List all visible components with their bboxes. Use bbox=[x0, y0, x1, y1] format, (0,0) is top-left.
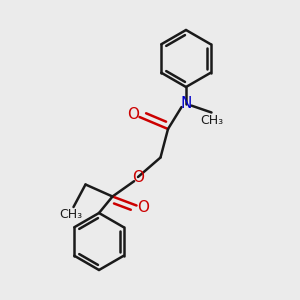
Text: O: O bbox=[127, 106, 139, 122]
Text: CH₃: CH₃ bbox=[59, 208, 82, 221]
Text: O: O bbox=[132, 170, 144, 185]
Text: N: N bbox=[180, 96, 192, 111]
Text: CH₃: CH₃ bbox=[200, 114, 223, 128]
Text: O: O bbox=[137, 200, 149, 214]
